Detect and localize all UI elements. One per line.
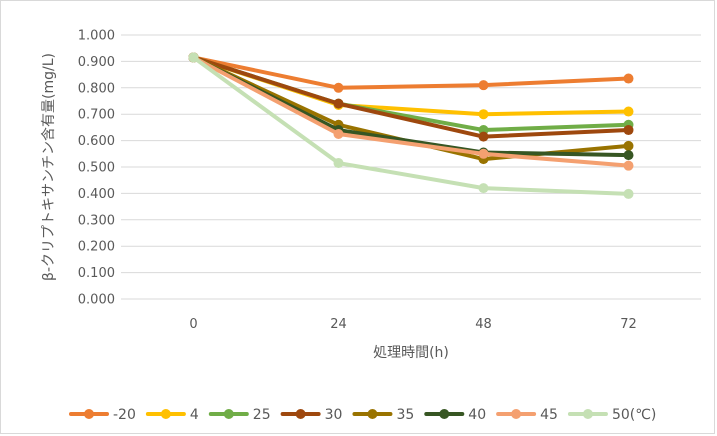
legend-item: 40 — [424, 407, 486, 423]
legend-item: 25 — [208, 407, 271, 423]
legend-item: -20 — [69, 407, 136, 423]
series-lines — [188, 52, 634, 199]
data-point — [478, 131, 489, 142]
series-line — [191, 55, 631, 139]
y-tick-label: 1.000 — [78, 29, 115, 44]
x-axis-title: 処理時間(h) — [373, 345, 449, 361]
series-line — [191, 55, 631, 90]
data-point — [623, 106, 634, 117]
legend-label: 30 — [325, 407, 343, 423]
legend-swatch-marker — [582, 409, 593, 419]
legend-swatch-marker — [511, 409, 522, 419]
y-tick-label: 0.800 — [78, 81, 115, 96]
data-point — [623, 140, 634, 151]
y-tick-label: 0.600 — [78, 134, 115, 149]
y-axis-title: β-クリプトキサンチン含有量(mg/L) — [41, 53, 57, 281]
legend-swatch-marker — [295, 409, 306, 419]
y-tick-labels: 0.000 0.100 0.200 0.300 0.400 0.500 0.600 0.700… — [78, 29, 115, 308]
series-line — [191, 55, 631, 196]
legend-swatch-marker — [223, 409, 234, 419]
legend: -20 4 25 30 35 40 45 50(℃) — [69, 407, 656, 423]
legend-label: 35 — [396, 407, 414, 423]
y-tick-label: 0.200 — [78, 240, 115, 255]
legend-item: 45 — [496, 407, 558, 423]
data-point — [333, 158, 344, 169]
data-point — [478, 109, 489, 120]
y-tick-label: 0.300 — [78, 213, 115, 228]
legend-swatch-marker — [160, 409, 171, 419]
x-tick-labels: 0 24 48 72 — [189, 317, 636, 332]
x-tick-label: 72 — [620, 317, 637, 332]
data-point — [333, 129, 344, 139]
legend-swatch-marker — [367, 409, 378, 419]
data-point — [623, 73, 634, 84]
y-tick-label: 0.900 — [78, 55, 115, 70]
data-point — [478, 148, 489, 159]
y-tick-label: 0.700 — [78, 108, 115, 123]
legend-item: 50(℃) — [567, 407, 656, 423]
y-tick-label: 0.100 — [78, 266, 115, 281]
legend-item: 30 — [280, 407, 343, 423]
data-point — [333, 82, 344, 93]
grid-lines — [121, 34, 701, 300]
x-tick-label: 0 — [189, 317, 197, 332]
series-50(℃) — [188, 52, 634, 199]
x-tick-label: 48 — [475, 317, 492, 332]
data-point — [623, 188, 634, 199]
legend-label: 25 — [253, 407, 271, 423]
series-25 — [188, 52, 634, 136]
legend-label: 40 — [468, 407, 486, 423]
data-point — [623, 150, 634, 161]
legend-item: 35 — [352, 407, 414, 423]
y-tick-label: 0.500 — [78, 161, 115, 176]
data-point — [478, 80, 489, 91]
legend-label: 45 — [540, 407, 558, 423]
data-point — [333, 98, 344, 109]
data-point — [623, 160, 634, 171]
legend-label: 4 — [190, 407, 199, 423]
data-point — [623, 125, 634, 136]
y-tick-label: 0.400 — [78, 187, 115, 202]
series-line — [191, 55, 631, 168]
legend-swatch-marker — [439, 409, 450, 419]
legend-swatch-marker — [84, 409, 94, 419]
data-point — [478, 183, 489, 194]
data-point — [188, 52, 199, 63]
legend-item: 4 — [145, 407, 199, 423]
y-tick-label: 0.000 — [78, 293, 115, 308]
legend-label: 50(℃) — [612, 407, 656, 423]
x-tick-label: 24 — [330, 317, 347, 332]
legend-label: -20 — [113, 407, 136, 423]
